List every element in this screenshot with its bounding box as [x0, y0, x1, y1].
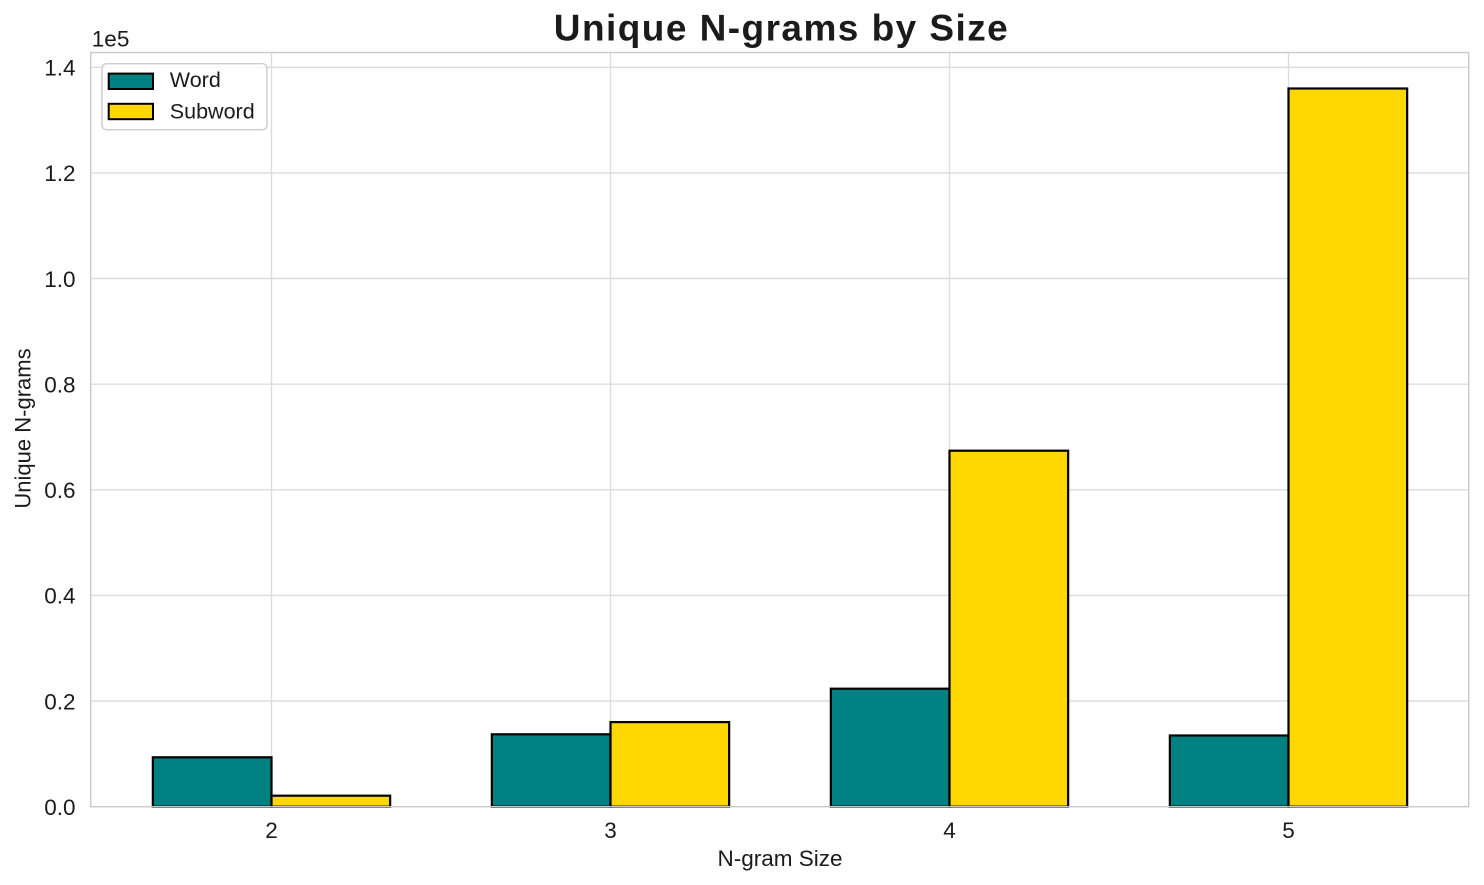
svg-text:0.6: 0.6	[44, 478, 75, 503]
svg-text:1.4: 1.4	[44, 56, 75, 81]
svg-text:0.0: 0.0	[44, 795, 75, 820]
svg-text:Unique N-grams by Size: Unique N-grams by Size	[554, 8, 1009, 49]
svg-text:0.2: 0.2	[44, 689, 75, 714]
svg-text:5: 5	[1282, 818, 1295, 843]
svg-text:0.8: 0.8	[44, 373, 75, 398]
svg-text:Subword: Subword	[170, 100, 255, 124]
svg-text:2: 2	[265, 818, 278, 843]
svg-text:4: 4	[943, 818, 956, 843]
svg-text:Word: Word	[170, 68, 221, 92]
svg-text:1.0: 1.0	[44, 267, 75, 292]
svg-text:1.2: 1.2	[44, 161, 75, 186]
svg-text:0.4: 0.4	[44, 584, 75, 609]
svg-text:3: 3	[604, 818, 617, 843]
svg-text:Unique N-grams: Unique N-grams	[11, 348, 36, 508]
svg-text:1e5: 1e5	[92, 27, 130, 52]
svg-text:N-gram Size: N-gram Size	[717, 846, 842, 871]
